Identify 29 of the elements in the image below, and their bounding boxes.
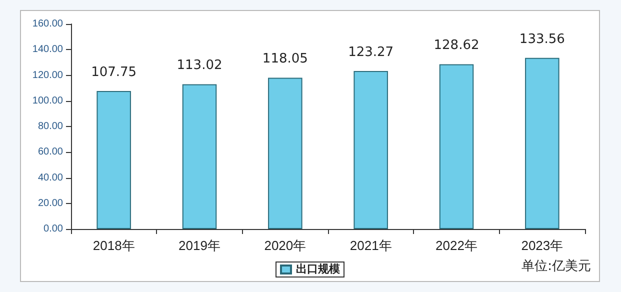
bar [96, 90, 131, 229]
y-tick-label: 100.00 [32, 95, 64, 106]
y-tick-label: 120.00 [32, 70, 64, 81]
text: 单位:亿美元 [522, 258, 591, 275]
data-label: 118.05 [262, 52, 308, 67]
y-tick-label: 60.00 [38, 146, 64, 158]
data-label: 128.62 [434, 38, 480, 54]
data-label: 123.27 [348, 45, 394, 60]
x-tick-label: 2018年 [92, 238, 135, 253]
y-tick-label: 40.00 [38, 172, 64, 184]
bar [354, 71, 388, 229]
y-tick-label: 160.00 [32, 18, 64, 30]
x-tick-label: 2019年 [178, 238, 220, 253]
y-tick-label: 140.00 [32, 44, 64, 56]
x-tick-label: 2020年 [264, 238, 306, 253]
x-tick-label: 2021年 [350, 238, 392, 253]
bar [268, 78, 302, 229]
x-tick-label: 2022年 [436, 238, 478, 253]
bar [182, 84, 217, 229]
y-tick-label: 0.00 [44, 224, 64, 234]
bar [525, 58, 560, 229]
data-label: 133.56 [519, 32, 565, 47]
data-label: 113.02 [176, 58, 222, 74]
y-tick-label: 20.00 [38, 198, 64, 209]
x-tick-label: 2023年 [521, 238, 564, 253]
y-tick-label: 80.00 [38, 121, 64, 132]
legend-label: 出口规模 [296, 262, 341, 276]
bar [439, 64, 474, 229]
data-label: 107.75 [91, 64, 137, 80]
